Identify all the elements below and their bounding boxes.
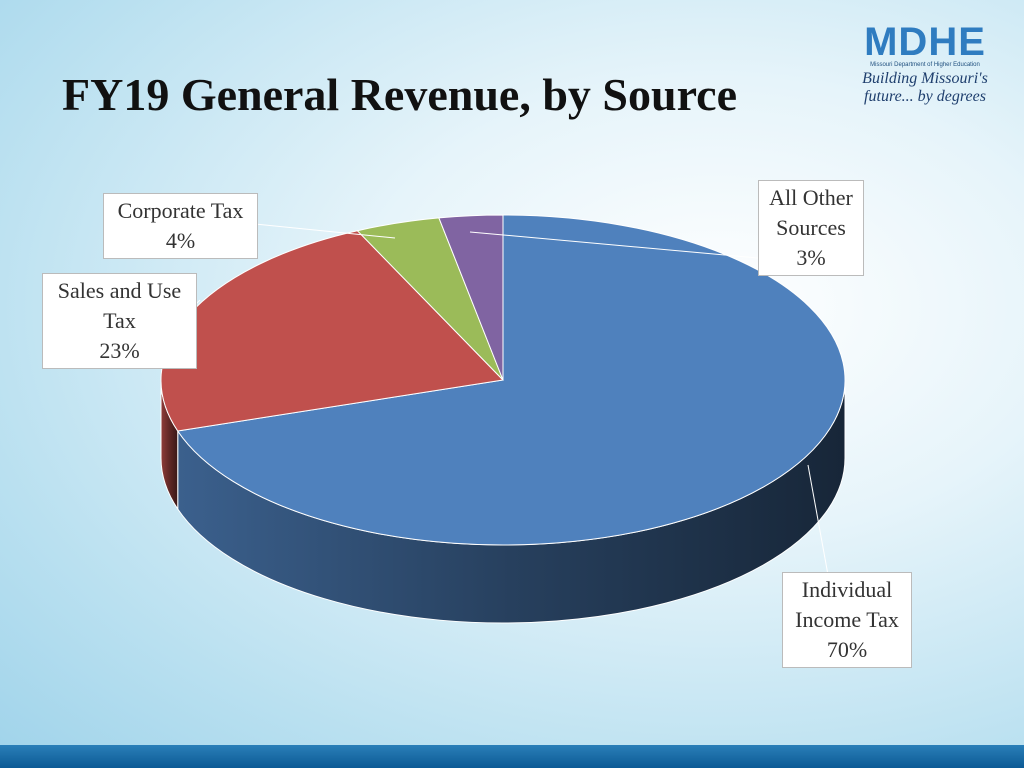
label-category: Sales and Use Tax: [57, 278, 182, 333]
chart-title: FY19 General Revenue, by Source: [62, 69, 738, 120]
logo-org: Missouri Department of Higher Education: [870, 62, 980, 68]
label-category: Individual Income Tax: [795, 577, 899, 632]
label-category: Corporate Tax: [117, 198, 244, 223]
data-label: All Other Sources 3%: [758, 180, 864, 276]
label-value: 3%: [796, 245, 826, 270]
pie: [160, 214, 846, 624]
logo: MDHE Missouri Department of Higher Educa…: [840, 22, 1010, 106]
logo-name: MDHE: [864, 20, 986, 64]
data-label: Corporate Tax 4%: [103, 193, 258, 259]
slice: [176, 214, 846, 546]
label-value: 23%: [99, 338, 140, 363]
leader-line: [254, 223, 396, 239]
data-label: Sales and Use Tax 23%: [42, 273, 197, 369]
logo-tagline: Building Missouri's future... by degrees: [862, 70, 988, 105]
label-category: All Other Sources: [769, 185, 853, 240]
leader-line: [807, 464, 829, 576]
data-label: Individual Income Tax 70%: [782, 572, 912, 668]
leader-line: [469, 231, 759, 259]
footer-band: [0, 745, 1024, 768]
label-value: 4%: [165, 228, 196, 253]
slice: [438, 214, 504, 381]
label-value: 70%: [826, 637, 868, 662]
